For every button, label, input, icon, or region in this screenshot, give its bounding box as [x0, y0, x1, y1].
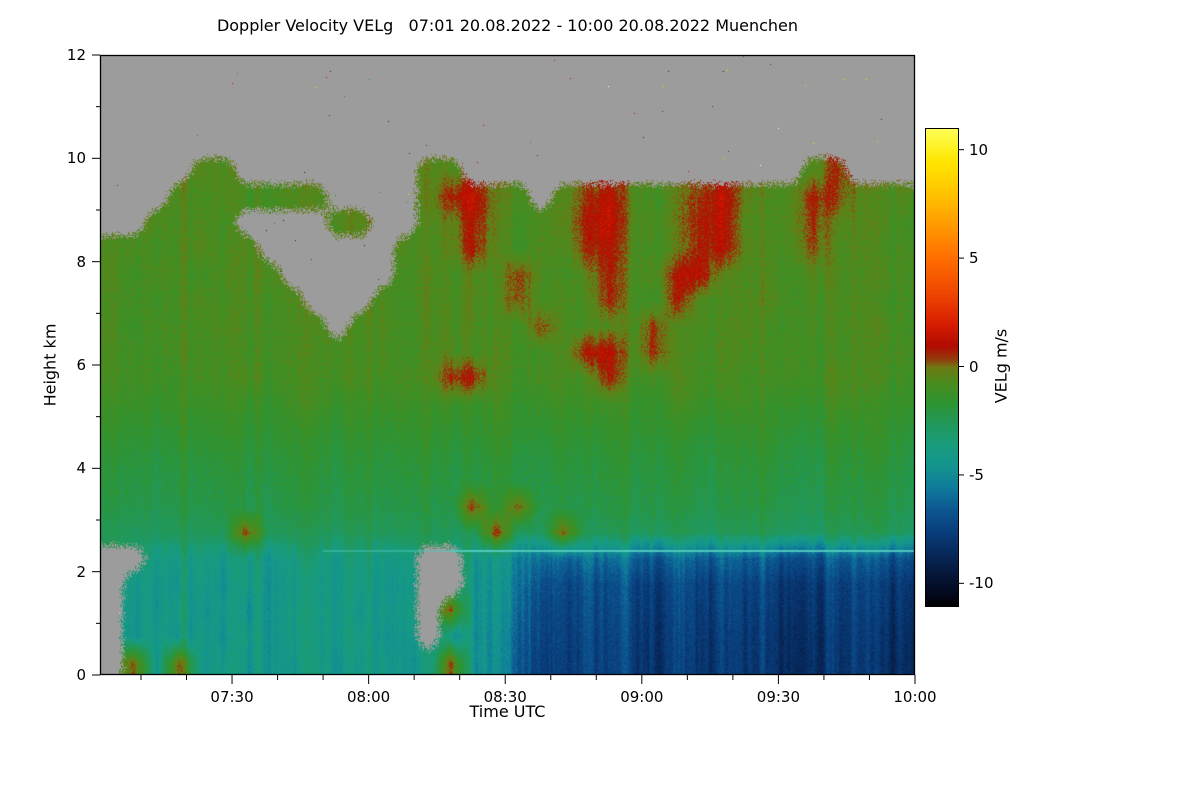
y-tick-label: 0	[76, 666, 86, 684]
colorbar-tick-label: -10	[969, 574, 994, 593]
colorbar-tick-label: 5	[969, 249, 979, 268]
colorbar-canvas	[925, 128, 959, 607]
y-tick-label: 4	[76, 459, 86, 478]
y-tick-label: 2	[76, 562, 86, 581]
y-tick-label: 12	[66, 46, 86, 64]
colorbar-label: VELg m/s	[991, 328, 1011, 404]
colorbar-tick-label: -5	[969, 465, 984, 484]
y-tick-label: 10	[66, 149, 86, 168]
x-tick-label: 09:30	[756, 688, 801, 706]
x-tick-label: 09:00	[620, 688, 664, 706]
x-tick-label: 08:00	[347, 688, 391, 706]
colorbar-tick-label: 0	[969, 357, 979, 376]
colorbar-tick-label: 10	[969, 140, 989, 159]
y-tick-label: 6	[76, 356, 86, 374]
y-tick-label: 8	[76, 252, 86, 271]
x-axis-label: Time UTC	[469, 702, 546, 721]
heatmap-canvas	[100, 55, 915, 675]
x-tick-label: 07:30	[210, 688, 254, 706]
x-tick-label: 08:30	[483, 688, 527, 706]
x-tick-label: 10:00	[893, 688, 937, 706]
chart-title: Doppler Velocity VELg 07:01 20.08.2022 -…	[216, 16, 799, 35]
